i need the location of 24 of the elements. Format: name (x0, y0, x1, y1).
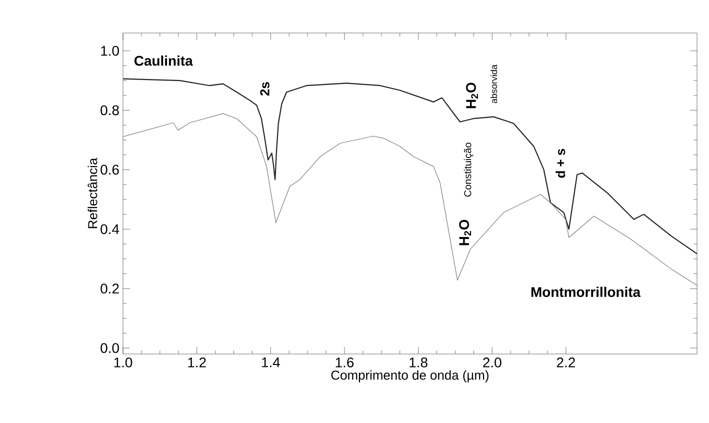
annotation: d + s (556, 148, 566, 178)
x-tick-label: 2.0 (483, 358, 502, 368)
line-series (122, 113, 698, 286)
y-tick-label: 0.0 (100, 343, 119, 353)
x-tick-label: 1.8 (410, 358, 428, 368)
x-tick-label: 1.4 (262, 358, 280, 368)
annotation: 2s (260, 82, 270, 96)
annotation: Constituição (464, 142, 474, 197)
text: Montmorrillonita (531, 286, 641, 298)
series-label: Caulinita (134, 56, 193, 66)
y-axis-title: Reflectância (88, 158, 98, 228)
y-tick-label: 0.4 (100, 224, 120, 234)
annotation: absorvida (490, 64, 498, 104)
x-axis-title: Comprimento de onda (µm) (331, 370, 488, 382)
y-tick-label: 0.8 (100, 105, 119, 116)
annotation: H$_{2}$O (459, 220, 472, 246)
y-tick-label: 0.6 (100, 164, 119, 175)
x-tick-label: 2.2 (556, 358, 575, 368)
y-tick-label: 0.2 (100, 284, 119, 294)
y-tick-label: 1.0 (101, 46, 119, 56)
x-tick-label: 1.6 (336, 358, 354, 368)
annotation: H$_{2}$O (466, 82, 478, 108)
x-tick-label: 1.0 (114, 358, 132, 368)
x-tick-label: 1.2 (188, 358, 206, 368)
